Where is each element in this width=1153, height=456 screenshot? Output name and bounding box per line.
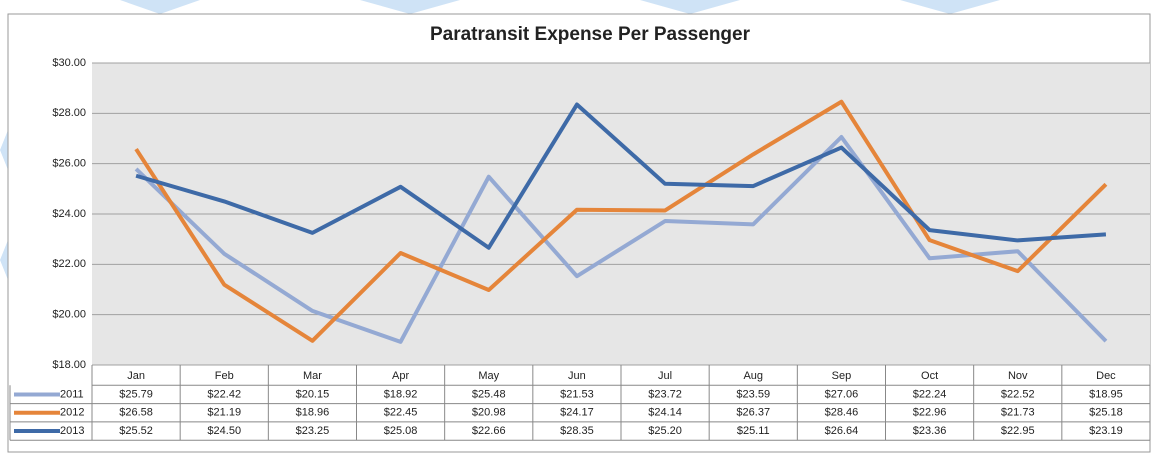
table-cell: $26.64 bbox=[825, 425, 859, 437]
y-tick-label: $26.00 bbox=[52, 158, 86, 170]
y-tick-label: $24.00 bbox=[52, 208, 86, 220]
table-cell: $21.53 bbox=[560, 388, 594, 400]
x-tick-label: Jun bbox=[568, 370, 586, 382]
line-series bbox=[134, 99, 1108, 343]
y-tick-label: $22.00 bbox=[52, 258, 86, 270]
table-cell: $21.73 bbox=[1001, 407, 1035, 419]
table-cell: $25.08 bbox=[384, 425, 418, 437]
y-tick-label: $20.00 bbox=[52, 309, 86, 321]
table-cell: $25.20 bbox=[648, 425, 682, 437]
legend-label: 2011 bbox=[60, 388, 84, 400]
table-cell: $18.95 bbox=[1089, 388, 1123, 400]
x-tick-label: Jul bbox=[658, 370, 672, 382]
table-cell: $20.98 bbox=[472, 407, 506, 419]
table-cell: $22.42 bbox=[207, 388, 241, 400]
table-cell: $18.96 bbox=[296, 407, 330, 419]
table-cell: $23.59 bbox=[736, 388, 770, 400]
x-tick-label: Feb bbox=[215, 370, 234, 382]
decoration bbox=[360, 0, 460, 14]
table-cell: $24.50 bbox=[207, 425, 241, 437]
table-cell: $22.52 bbox=[1001, 388, 1035, 400]
table-cell: $24.14 bbox=[648, 407, 682, 419]
table-cell: $25.11 bbox=[737, 425, 770, 437]
table-cell: $22.95 bbox=[1001, 425, 1035, 437]
table-cell: $21.19 bbox=[207, 407, 241, 419]
table-cell: $22.45 bbox=[384, 407, 418, 419]
x-tick-label: Nov bbox=[1008, 370, 1028, 382]
table-cell: $22.24 bbox=[913, 388, 947, 400]
table-cell: $25.79 bbox=[119, 388, 153, 400]
legend-label: 2013 bbox=[60, 425, 84, 437]
x-tick-label: Aug bbox=[743, 370, 763, 382]
table-cell: $23.72 bbox=[648, 388, 682, 400]
table-cell: $18.92 bbox=[384, 388, 418, 400]
x-tick-label: Jan bbox=[127, 370, 145, 382]
decoration bbox=[120, 0, 200, 14]
line-series bbox=[135, 102, 1107, 250]
table-cell: $26.37 bbox=[736, 407, 770, 419]
table-cell: $25.18 bbox=[1089, 407, 1123, 419]
x-tick-label: May bbox=[478, 370, 499, 382]
x-tick-label: Oct bbox=[921, 370, 938, 382]
y-tick-label: $28.00 bbox=[52, 107, 86, 119]
y-tick-label: $30.00 bbox=[52, 57, 86, 69]
table-cell: $28.35 bbox=[560, 425, 594, 437]
x-tick-label: Mar bbox=[303, 370, 322, 382]
decoration bbox=[0, 130, 8, 170]
table-cell: $25.48 bbox=[472, 388, 506, 400]
legend-label: 2012 bbox=[60, 407, 84, 419]
line-series bbox=[134, 134, 1108, 344]
x-tick-label: Apr bbox=[392, 370, 409, 382]
x-tick-label: Sep bbox=[832, 370, 852, 382]
chart-title: Paratransit Expense Per Passenger bbox=[430, 24, 751, 45]
decoration bbox=[900, 0, 1000, 14]
table-cell: $22.66 bbox=[472, 425, 506, 437]
table-cell: $28.46 bbox=[825, 407, 859, 419]
table-cell: $22.96 bbox=[913, 407, 947, 419]
decoration bbox=[640, 0, 740, 14]
table-cell: $23.25 bbox=[296, 425, 330, 437]
table-cell: $25.52 bbox=[119, 425, 153, 437]
table-cell: $26.58 bbox=[119, 407, 153, 419]
table-cell: $24.17 bbox=[560, 407, 594, 419]
table-cell: $27.06 bbox=[825, 388, 859, 400]
decoration bbox=[0, 240, 8, 280]
table-cell: $20.15 bbox=[296, 388, 330, 400]
table-cell: $23.19 bbox=[1089, 425, 1123, 437]
table-cell: $23.36 bbox=[913, 425, 947, 437]
x-tick-label: Dec bbox=[1096, 370, 1116, 382]
y-tick-label: $18.00 bbox=[52, 359, 86, 371]
